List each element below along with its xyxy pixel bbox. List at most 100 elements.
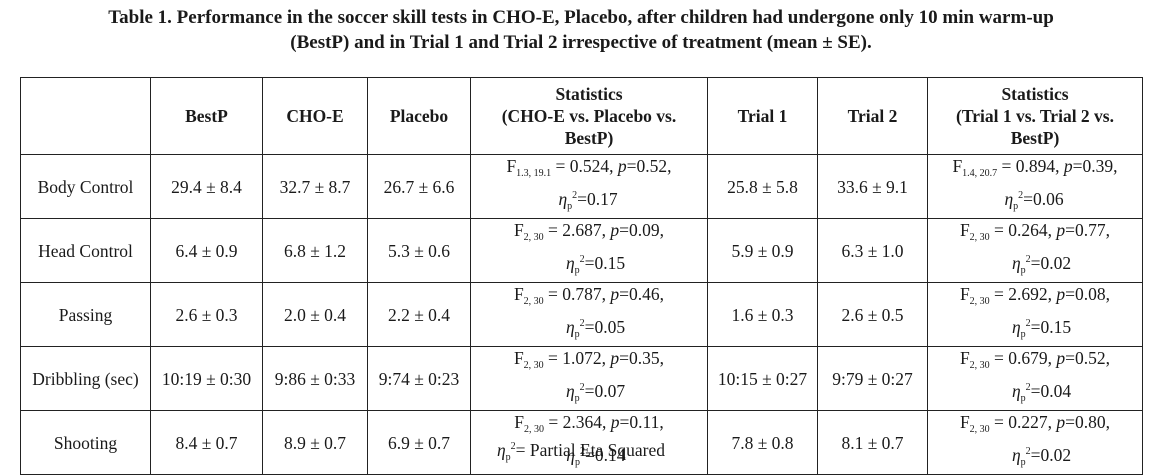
stat-p-symbol: p bbox=[1056, 348, 1066, 368]
stat-p-symbol: p bbox=[1056, 284, 1066, 304]
cell-stats-treatment: F2, 30 = 0.787, p=0.46, ηp2=0.05 bbox=[470, 282, 708, 347]
cell-placebo: 2.2 ± 0.4 bbox=[367, 282, 471, 347]
header-bestp: BestP bbox=[150, 77, 263, 155]
cell-placebo: 6.9 ± 0.7 bbox=[367, 410, 471, 475]
cell-cho-e: 8.9 ± 0.7 bbox=[262, 410, 368, 475]
stat-f-value: = 0.679, bbox=[989, 348, 1057, 368]
eta-symbol: η bbox=[1011, 381, 1021, 401]
eta-subscript: p bbox=[1020, 265, 1026, 276]
stat-f-value: = 2.692, bbox=[989, 284, 1057, 304]
table-row: Shooting 8.4 ± 0.7 8.9 ± 0.7 6.9 ± 0.7 F… bbox=[20, 410, 1143, 475]
stat-df: 2, 30 bbox=[523, 232, 544, 243]
stat-p-value: =0.08, bbox=[1065, 284, 1111, 304]
caption-line-1: Table 1. Performance in the soccer skill… bbox=[108, 7, 1054, 28]
stat-p-value: =0.35, bbox=[619, 348, 665, 368]
eta-symbol: η bbox=[1011, 253, 1021, 273]
cell-placebo: 9:74 ± 0:23 bbox=[367, 346, 471, 411]
eta-subscript: p bbox=[567, 201, 573, 212]
cell-trial-1: 7.8 ± 0.8 bbox=[707, 410, 818, 475]
stat-p-value: =0.52, bbox=[1065, 348, 1111, 368]
eta-subscript: p bbox=[574, 457, 580, 468]
cell-stats-trial: F2, 30 = 0.264, p=0.77, ηp2=0.02 bbox=[927, 218, 1143, 283]
stat-f-value: = 2.687, bbox=[543, 220, 611, 240]
eta-subscript: p bbox=[1020, 457, 1026, 468]
cell-bestp: 6.4 ± 0.9 bbox=[150, 218, 263, 283]
stat-p-symbol: p bbox=[1063, 156, 1073, 176]
results-table: BestP CHO-E Placebo Statistics (CHO-E vs… bbox=[20, 77, 1143, 475]
row-label: Passing bbox=[20, 282, 151, 347]
eta-superscript: 2 bbox=[579, 318, 585, 329]
eta-superscript: 2 bbox=[579, 254, 585, 265]
table-row: Body Control 29.4 ± 8.4 32.7 ± 8.7 26.7 … bbox=[20, 154, 1143, 219]
stat-f-value: = 0.787, bbox=[543, 284, 611, 304]
header-row: BestP CHO-E Placebo Statistics (CHO-E vs… bbox=[20, 77, 1143, 155]
stat-f-symbol: F bbox=[513, 220, 524, 240]
stat-eta-value: =0.15 bbox=[1030, 317, 1072, 337]
stat-eta-value: =0.02 bbox=[1030, 253, 1072, 273]
cell-trial-2: 8.1 ± 0.7 bbox=[817, 410, 928, 475]
eta-subscript: p bbox=[1013, 201, 1019, 212]
table-row: Passing 2.6 ± 0.3 2.0 ± 0.4 2.2 ± 0.4 F2… bbox=[20, 282, 1143, 347]
footnote-eta-superscript: 2 bbox=[510, 441, 516, 452]
stat-p-value: =0.46, bbox=[619, 284, 665, 304]
eta-superscript: 2 bbox=[579, 446, 585, 457]
cell-stats-trial: F2, 30 = 2.692, p=0.08, ηp2=0.15 bbox=[927, 282, 1143, 347]
stat-df: 1.3, 19.1 bbox=[516, 168, 552, 179]
cell-stats-trial: F1.4, 20.7 = 0.894, p=0.39, ηp2=0.06 bbox=[927, 154, 1143, 219]
caption-line-2: (BestP) and in Trial 1 and Trial 2 irres… bbox=[290, 32, 872, 53]
header-stats1-line-1: Statistics bbox=[555, 84, 623, 104]
eta-subscript: p bbox=[574, 265, 580, 276]
stat-df: 2, 30 bbox=[969, 232, 990, 243]
stat-df: 1.4, 20.7 bbox=[962, 168, 998, 179]
cell-trial-2: 33.6 ± 9.1 bbox=[817, 154, 928, 219]
header-trial-1: Trial 1 bbox=[707, 77, 818, 155]
stat-p-value: =0.11, bbox=[619, 412, 664, 432]
row-label: Head Control bbox=[20, 218, 151, 283]
eta-superscript: 2 bbox=[1025, 318, 1031, 329]
eta-superscript: 2 bbox=[1025, 254, 1031, 265]
stat-p-symbol: p bbox=[617, 156, 627, 176]
stat-f-symbol: F bbox=[513, 348, 524, 368]
stat-f-value: = 0.894, bbox=[997, 156, 1064, 176]
stat-eta-value: =0.14 bbox=[584, 445, 626, 465]
header-stats2-line-3: BestP) bbox=[1010, 128, 1060, 148]
cell-trial-2: 2.6 ± 0.5 bbox=[817, 282, 928, 347]
header-stats1-line-2: (CHO-E vs. Placebo vs. bbox=[501, 106, 677, 126]
cell-stats-trial: F2, 30 = 0.227, p=0.80, ηp2=0.02 bbox=[927, 410, 1143, 475]
eta-superscript: 2 bbox=[1025, 446, 1031, 457]
eta-symbol: η bbox=[1011, 317, 1021, 337]
eta-superscript: 2 bbox=[1025, 382, 1031, 393]
stat-p-symbol: p bbox=[1056, 220, 1066, 240]
header-placebo: Placebo bbox=[367, 77, 471, 155]
eta-superscript: 2 bbox=[579, 382, 585, 393]
stat-p-value: =0.52, bbox=[626, 156, 672, 176]
header-stats1-line-3: BestP) bbox=[564, 128, 614, 148]
header-stats2-line-1: Statistics bbox=[1001, 84, 1069, 104]
cell-trial-1: 25.8 ± 5.8 bbox=[707, 154, 818, 219]
eta-symbol: η bbox=[1004, 189, 1014, 209]
cell-cho-e: 32.7 ± 8.7 bbox=[262, 154, 368, 219]
stat-f-symbol: F bbox=[959, 284, 970, 304]
cell-stats-treatment: F2, 30 = 2.364, p=0.11, ηp2=0.14 bbox=[470, 410, 708, 475]
stat-p-value: =0.80, bbox=[1065, 412, 1111, 432]
eta-symbol: η bbox=[565, 381, 575, 401]
footnote-eta-subscript: p bbox=[505, 452, 511, 463]
eta-subscript: p bbox=[574, 393, 580, 404]
cell-bestp: 2.6 ± 0.3 bbox=[150, 282, 263, 347]
stat-df: 2, 30 bbox=[523, 296, 544, 307]
table-caption: Table 1. Performance in the soccer skill… bbox=[0, 5, 1162, 55]
stat-df: 2, 30 bbox=[969, 360, 990, 371]
header-stats2-line-2: (Trial 1 vs. Trial 2 vs. bbox=[956, 106, 1114, 126]
stat-f-symbol: F bbox=[513, 284, 524, 304]
cell-trial-2: 9:79 ± 0:27 bbox=[817, 346, 928, 411]
eta-symbol: η bbox=[565, 317, 575, 337]
stat-p-symbol: p bbox=[1056, 412, 1066, 432]
eta-subscript: p bbox=[1020, 393, 1026, 404]
eta-symbol: η bbox=[566, 445, 575, 465]
stat-df: 2, 30 bbox=[969, 296, 990, 307]
stat-eta-value: =0.06 bbox=[1023, 189, 1064, 209]
cell-placebo: 26.7 ± 6.6 bbox=[367, 154, 471, 219]
cell-trial-1: 10:15 ± 0:27 bbox=[707, 346, 818, 411]
eta-symbol: η bbox=[558, 189, 568, 209]
row-label: Dribbling (sec) bbox=[20, 346, 151, 411]
